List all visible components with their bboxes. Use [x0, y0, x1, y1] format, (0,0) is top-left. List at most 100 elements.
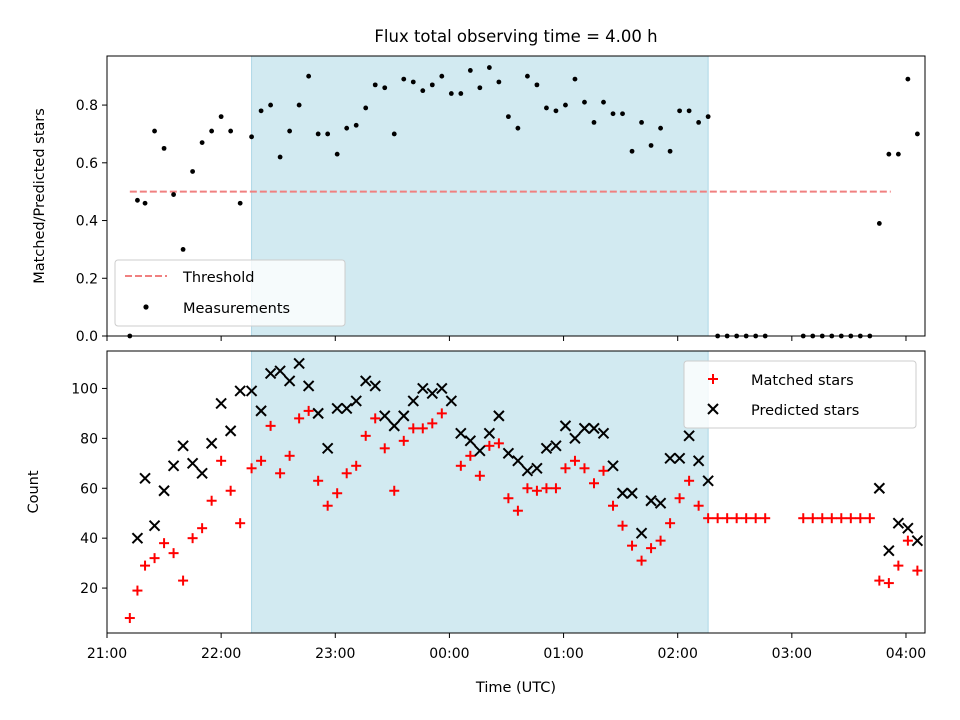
measurement-point	[905, 76, 911, 82]
legend-x	[707, 403, 719, 415]
matched-point	[206, 495, 217, 506]
matched-point	[455, 460, 466, 471]
matched-point	[598, 465, 609, 476]
predicted-point	[196, 467, 208, 479]
measurement-point	[705, 114, 711, 120]
matched-point	[322, 500, 333, 511]
y-tick-label: 20	[80, 581, 98, 597]
matched-point	[550, 483, 561, 494]
predicted-point	[635, 527, 648, 539]
count-legend-box	[683, 360, 917, 429]
legend-plus	[708, 374, 718, 384]
measurement-point	[448, 91, 454, 96]
x-axis-label: Time (UTC)	[475, 680, 556, 696]
y-tick-label: 80	[80, 431, 98, 447]
matched-point	[168, 548, 179, 559]
predicted-point	[493, 410, 505, 422]
legend-threshold-label: Threshold	[182, 270, 254, 286]
matched-point	[474, 470, 485, 481]
matched-point	[341, 468, 352, 479]
matched-point	[798, 513, 809, 524]
x-tick-label: 22:00	[201, 646, 241, 662]
legend-predicted-label: Predicted stars	[751, 403, 859, 419]
predicted-point	[234, 385, 246, 397]
measurement-point	[391, 131, 397, 137]
predicted-point	[892, 517, 905, 529]
predicted-point	[512, 455, 524, 467]
x-tick-label: 23:00	[315, 646, 355, 662]
measurement-point	[161, 145, 167, 151]
matched-point	[845, 513, 856, 524]
measurement-point	[249, 134, 254, 140]
predicted-point	[540, 442, 553, 455]
matched-point	[484, 440, 495, 451]
matched-point	[493, 438, 504, 449]
matched-point	[836, 513, 847, 524]
matched-point	[588, 478, 599, 489]
matched-point	[132, 585, 143, 596]
matched-point	[579, 463, 590, 474]
measurement-point	[525, 73, 530, 79]
matched-point	[617, 520, 628, 531]
measurement-point	[334, 151, 340, 157]
count-y-ticks: 20 40 60 80 100	[71, 381, 107, 597]
ratio-y-axis-label: Matched/Predicted stars	[32, 108, 48, 284]
y-tick-label: 0.4	[76, 214, 98, 230]
predicted-point	[645, 495, 657, 507]
x-tick-label: 00:00	[429, 646, 469, 662]
matched-point	[893, 560, 904, 571]
measurement-point	[620, 111, 625, 117]
legend-matched-swatch	[708, 374, 718, 384]
matched-point	[674, 493, 685, 504]
matched-point	[332, 488, 343, 499]
matched-point	[124, 613, 135, 624]
predicted-point	[131, 532, 144, 544]
measurement-point	[505, 114, 511, 120]
ratio-x-ticks	[106, 336, 907, 341]
predicted-point	[588, 422, 600, 435]
matched-point	[655, 535, 666, 546]
measurement-point	[458, 91, 464, 96]
predicted-point	[255, 405, 267, 417]
matched-point	[864, 513, 875, 524]
measurement-point	[296, 102, 302, 108]
predicted-point	[224, 425, 237, 437]
measurement-point	[410, 79, 416, 85]
measurement-point	[696, 119, 702, 125]
matched-point	[465, 450, 476, 461]
measurement-point	[199, 140, 205, 145]
predicted-point	[702, 475, 714, 487]
y-tick-label: 40	[80, 531, 98, 547]
predicted-point	[293, 357, 305, 370]
measurement-point	[876, 221, 882, 226]
measurement-point	[648, 143, 654, 148]
measurement-point	[677, 108, 682, 114]
predicted-point	[559, 420, 572, 432]
measurement-point	[372, 82, 378, 88]
y-tick-label: 0.8	[76, 98, 98, 114]
measurement-point	[914, 131, 920, 137]
matched-point	[826, 513, 837, 524]
predicted-point	[245, 385, 258, 397]
measurement-point	[218, 114, 224, 120]
predicted-point	[331, 402, 343, 415]
matched-point	[246, 463, 257, 474]
measurement-point	[228, 128, 234, 134]
predicted-point	[607, 460, 619, 472]
matched-point	[731, 513, 742, 524]
measurement-point	[582, 99, 587, 105]
predicted-point	[139, 472, 151, 484]
predicted-point	[274, 365, 286, 377]
measurement-point	[553, 108, 559, 114]
measurement-point	[152, 128, 157, 134]
predicted-point	[205, 437, 218, 450]
measurements-series	[127, 65, 920, 339]
measurement-point	[686, 108, 692, 114]
matched-point	[531, 485, 542, 496]
matched-point	[256, 455, 267, 466]
matched-point	[912, 565, 923, 576]
measurement-point	[287, 128, 293, 134]
ratio-legend: Threshold Measurements	[114, 259, 346, 327]
matched-point	[216, 455, 227, 466]
matched-point	[902, 535, 913, 546]
